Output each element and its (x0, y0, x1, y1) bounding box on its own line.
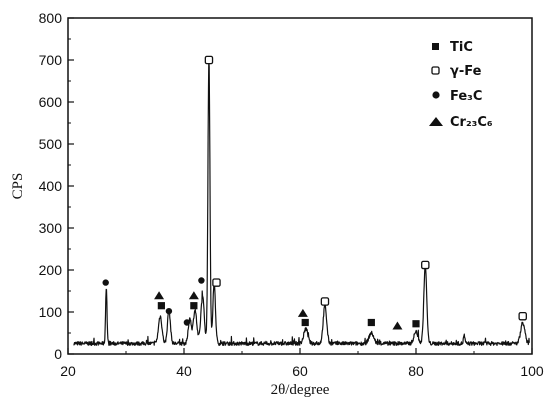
cr23c6-marker-icon (429, 117, 443, 126)
gamma-fe-marker-icon (431, 66, 440, 75)
y-tick-label: 200 (39, 262, 63, 278)
fe3c-marker (165, 307, 173, 315)
legend-item-cr23c6: Cr₂₃C₆ (429, 115, 493, 130)
tic-marker (190, 302, 198, 310)
legend-label-cr23c6: Cr₂₃C₆ (450, 115, 493, 130)
x-tick-label: 80 (408, 363, 424, 379)
tic-marker-icon (432, 43, 439, 50)
y-tick-label: 500 (39, 136, 63, 152)
gamma-fe-marker (204, 55, 214, 65)
legend-item-fe3c: Fe₃C (432, 89, 482, 104)
gamma-fe-marker (320, 297, 330, 306)
cr23c6-marker (297, 308, 308, 317)
xrd-curve (73, 59, 530, 346)
gamma-fe-marker (421, 260, 430, 270)
tic-marker (412, 320, 420, 328)
tic-marker (367, 318, 375, 327)
cr23c6-marker (392, 321, 403, 330)
tic-marker (157, 302, 165, 310)
x-tick-label: 40 (176, 363, 192, 379)
legend-label-tic: TiC (450, 40, 473, 55)
cr23c6-marker (154, 291, 165, 300)
legend-label-fe3c: Fe₃C (450, 89, 482, 104)
axes: 20 40 60 80 100 0 100 200 300 400 500 600 700 800 (39, 10, 544, 379)
y-axis-label: CPS (10, 173, 26, 200)
x-tick-label: 20 (60, 363, 76, 379)
gamma-fe-marker (518, 311, 527, 321)
y-tick-label: 600 (39, 94, 63, 110)
y-tick-label: 800 (39, 10, 63, 26)
fe3c-marker (183, 319, 191, 326)
cr23c6-marker (188, 291, 199, 300)
tic-marker (301, 318, 309, 327)
fe3c-marker-icon (432, 91, 440, 99)
legend-item-tic: TiC (432, 40, 473, 55)
y-tick-label: 700 (39, 52, 63, 68)
legend-label-gamma-fe: γ-Fe (450, 64, 482, 79)
y-tick-label: 100 (39, 304, 63, 320)
gamma-fe-marker (212, 278, 221, 287)
y-tick-label: 400 (39, 178, 63, 194)
y-tick-label: 300 (39, 220, 63, 236)
x-tick-label: 60 (292, 363, 308, 379)
legend-item-gamma-fe: γ-Fe (431, 64, 482, 79)
fe3c-marker (198, 277, 205, 284)
phase-markers (102, 55, 527, 330)
x-tick-label: 100 (520, 363, 544, 379)
legend: TiC γ-Fe Fe₃C Cr₂₃C₆ (429, 40, 493, 130)
y-tick-label: 0 (54, 346, 62, 362)
x-axis-label: 2θ/degree (271, 382, 330, 398)
fe3c-marker (102, 279, 109, 286)
